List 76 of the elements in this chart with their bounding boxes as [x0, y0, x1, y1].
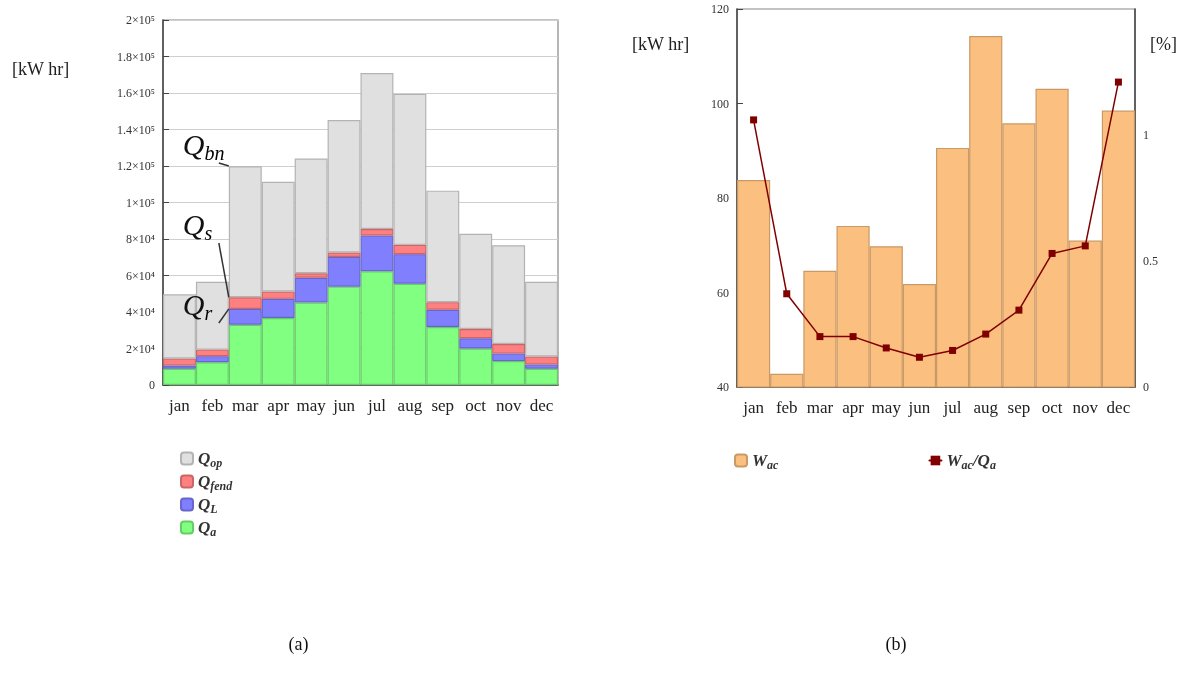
bar — [525, 356, 558, 365]
x-tick-label: apr — [267, 396, 290, 415]
bar — [459, 328, 493, 339]
bar — [163, 365, 196, 369]
bar — [163, 358, 196, 366]
x-tick-label: mar — [232, 396, 259, 415]
bar — [525, 364, 558, 369]
bar — [426, 302, 460, 310]
x-tick-label: jun — [907, 398, 931, 417]
bar — [360, 228, 394, 236]
text: (b) — [885, 634, 907, 655]
x-tick-label: dec — [1106, 398, 1131, 417]
y-tick-label: 2×10⁵ — [126, 13, 155, 27]
point — [949, 346, 957, 354]
bar — [492, 353, 526, 362]
bar — [294, 273, 328, 278]
point — [915, 353, 923, 361]
x-tick-label: aug — [973, 398, 999, 417]
y-axis-title: [kW hr] — [632, 34, 690, 54]
x-tick-label: jul — [366, 396, 387, 415]
x-tick-label: jun — [332, 396, 356, 415]
y-axis-title: [kW hr] — [12, 59, 70, 79]
y-tick-label: 4×10⁴ — [126, 305, 155, 319]
x-tick-label: feb — [775, 398, 798, 417]
y2-axis-title: [%] — [1150, 34, 1177, 54]
x-tick-label: apr — [842, 398, 865, 417]
bar — [459, 338, 493, 349]
x-tick-label: jul — [942, 398, 962, 417]
point — [816, 333, 824, 341]
x-tick-label: dec — [529, 396, 554, 415]
point — [849, 333, 857, 341]
y-tick-label: 40 — [717, 380, 729, 394]
point — [750, 116, 758, 124]
y2-tick-label: 0 — [1143, 380, 1149, 394]
x-tick-label: sep — [1007, 398, 1031, 417]
text: (a) — [288, 634, 309, 655]
x-tick-label: may — [871, 398, 902, 417]
point — [1114, 78, 1122, 86]
x-tick-label: jan — [742, 398, 765, 417]
x-tick-label: nov — [1072, 398, 1099, 417]
x-tick-label: oct — [1041, 398, 1063, 417]
x-tick-label: may — [296, 396, 327, 415]
bar — [426, 309, 460, 327]
point — [1015, 306, 1023, 314]
x-tick-label: nov — [495, 396, 522, 415]
bar — [327, 252, 361, 257]
y-tick-label: 1×10⁵ — [126, 195, 155, 210]
x-tick-label: mar — [806, 398, 834, 417]
y-tick-label: 100 — [711, 96, 729, 111]
y-tick-label: 2×10⁴ — [126, 341, 155, 356]
y2-tick-label: 0.5 — [1143, 254, 1158, 268]
bar — [195, 356, 229, 363]
point — [783, 290, 791, 298]
y-tick-label: 120 — [711, 2, 729, 16]
y-tick-label: 1.6×10⁵ — [117, 86, 155, 100]
y-tick-label: 1.8×10⁵ — [117, 49, 155, 64]
point — [882, 344, 890, 352]
x-tick-label: jan — [168, 396, 191, 415]
point — [1048, 249, 1056, 257]
y-tick-label: 80 — [717, 191, 729, 205]
point — [1081, 242, 1089, 250]
bar — [195, 349, 229, 357]
y2-tick-label: 1 — [1143, 128, 1149, 142]
x-tick-label: aug — [397, 396, 423, 415]
point — [982, 330, 990, 338]
x-tick-label: feb — [201, 396, 224, 415]
y-tick-label: 0 — [149, 378, 155, 392]
x-tick-label: sep — [431, 396, 455, 415]
x-tick-label: oct — [465, 396, 487, 415]
bar — [393, 244, 427, 255]
y-tick-label: 8×10⁴ — [126, 232, 155, 246]
y-tick-label: 1.4×10⁵ — [117, 122, 155, 137]
y-tick-label: 6×10⁴ — [126, 268, 155, 283]
y-tick-label: 60 — [717, 285, 729, 300]
bar — [492, 343, 526, 354]
y-tick-label: 1.2×10⁵ — [117, 159, 155, 173]
